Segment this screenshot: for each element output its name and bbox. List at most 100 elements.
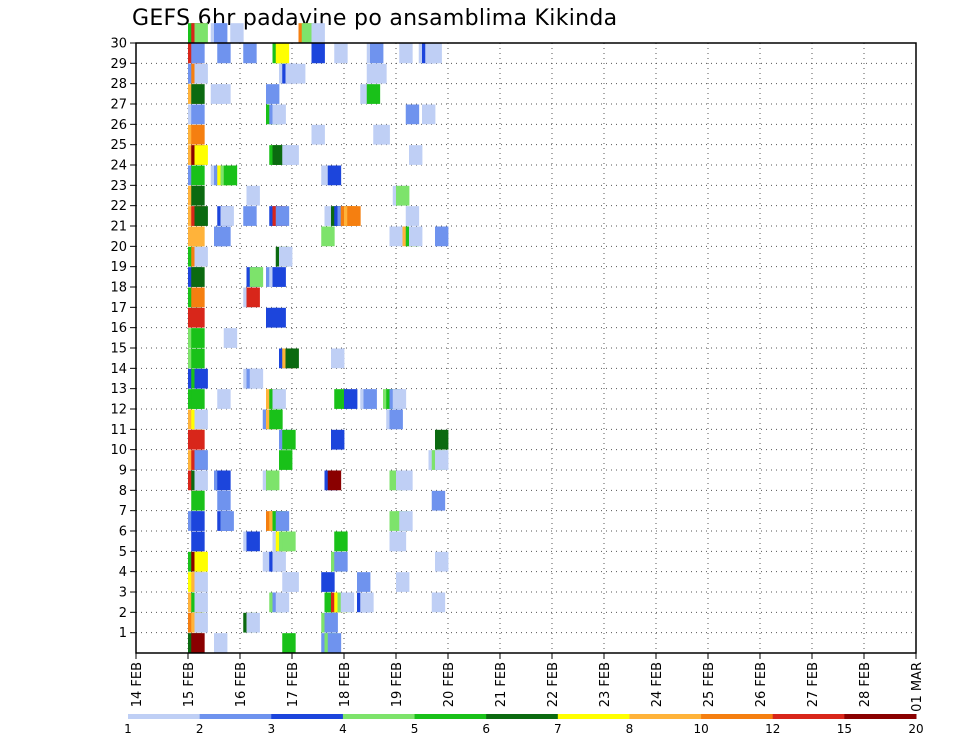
- heatmap-cell: [285, 145, 299, 165]
- y-tick-label: 1: [119, 626, 127, 641]
- heatmap-cell: [272, 104, 286, 125]
- heatmap-cell: [282, 531, 296, 552]
- colorbar-label: 6: [482, 722, 490, 736]
- heatmap-cell: [246, 531, 260, 552]
- heatmap-cell: [191, 307, 205, 328]
- heatmap-cell: [246, 612, 260, 633]
- heatmap-cell: [327, 633, 342, 653]
- heatmap-cell: [194, 206, 208, 226]
- heatmap-cell: [360, 592, 374, 613]
- colorbar-segment: [772, 714, 845, 719]
- heatmap-cell: [334, 551, 348, 572]
- heatmap-cell: [243, 206, 257, 226]
- heatmap-cell: [194, 145, 208, 165]
- y-tick-label: 4: [119, 565, 127, 580]
- heatmap-cell: [217, 43, 231, 64]
- heatmap-cell: [246, 185, 260, 206]
- heatmap-cell: [396, 185, 410, 206]
- heatmap-cell: [191, 84, 205, 104]
- heatmap-cell: [191, 328, 205, 348]
- y-tick-label: 25: [110, 138, 127, 153]
- heatmap-cell: [435, 429, 449, 450]
- colorbar-segment: [557, 714, 630, 719]
- heatmap-cell: [285, 348, 299, 369]
- y-tick-label: 22: [110, 199, 127, 214]
- heatmap-cell: [191, 490, 205, 511]
- heatmap-cell: [275, 592, 290, 613]
- y-tick-label: 17: [110, 301, 127, 316]
- heatmap-cell: [191, 633, 205, 653]
- heatmap-cell: [282, 633, 296, 653]
- colorbar-segment: [629, 714, 702, 719]
- x-tick-label: 23 FEB: [598, 662, 613, 707]
- colorbar-label: 1: [124, 722, 132, 736]
- heatmap-cell: [272, 307, 286, 328]
- heatmap-cell: [327, 470, 342, 491]
- heatmap-cell: [214, 23, 228, 43]
- y-tick-label: 9: [119, 464, 127, 479]
- heatmap-cell: [249, 267, 264, 287]
- x-tick-label: 22 FEB: [546, 662, 561, 707]
- heatmap-cell: [282, 429, 296, 450]
- colorbar-label: 8: [626, 722, 634, 736]
- x-tick-label: 21 FEB: [494, 662, 509, 707]
- x-axis: 14 FEB 15 FEB 16 FEB 17 FEB 18 FEB 19 FEB 20 F…: [130, 653, 925, 712]
- heatmap-cell: [392, 531, 407, 552]
- heatmap-cell: [292, 63, 306, 84]
- heatmap-cell: [435, 551, 449, 572]
- heatmap-cell: [194, 612, 208, 633]
- heatmap-cell: [370, 43, 384, 64]
- grid-lines: [136, 43, 916, 653]
- heatmap-cell: [324, 612, 338, 633]
- x-tick-label: 26 FEB: [754, 662, 769, 707]
- y-tick-label: 16: [110, 321, 127, 336]
- y-tick-label: 12: [110, 403, 127, 418]
- heatmap-cell: [272, 267, 286, 287]
- heatmap-cell: [311, 124, 325, 145]
- heatmap-cell: [363, 389, 377, 409]
- heatmap-cell: [311, 43, 325, 64]
- heatmap-cell: [409, 145, 423, 165]
- y-tick-label: 24: [110, 159, 127, 174]
- heatmap-cell: [230, 23, 244, 43]
- heatmap-cell: [191, 267, 205, 287]
- colorbar-label: 20: [908, 722, 923, 736]
- y-tick-label: 8: [119, 484, 127, 499]
- heatmap-cell: [191, 429, 205, 450]
- heatmap-cell: [422, 104, 436, 125]
- heatmap-cell: [191, 165, 205, 186]
- heatmap-cell: [275, 43, 290, 64]
- colorbar-segment: [701, 714, 774, 719]
- heatmap-cell: [321, 572, 335, 592]
- heatmap-cell: [191, 531, 205, 552]
- colorbar-label: 15: [837, 722, 852, 736]
- x-tick-label: 01 MAR: [910, 662, 925, 712]
- heatmap-cell: [389, 226, 403, 247]
- y-tick-label: 26: [110, 118, 127, 133]
- colorbar-segment: [486, 714, 559, 719]
- heatmap-cell: [194, 592, 208, 613]
- y-tick-label: 2: [119, 606, 127, 621]
- heatmap-cell: [389, 409, 403, 430]
- x-tick-label: 19 FEB: [390, 662, 405, 707]
- heatmap-cell: [194, 551, 208, 572]
- heatmap-cell: [344, 389, 358, 409]
- heatmap-cell: [409, 226, 423, 247]
- heatmap-cell: [428, 43, 442, 64]
- heatmap-cell: [431, 490, 446, 511]
- heatmap-cell: [191, 511, 205, 531]
- y-tick-label: 11: [110, 423, 127, 438]
- y-tick-label: 29: [110, 57, 127, 72]
- heatmap-cell: [399, 470, 413, 491]
- heatmap-cell: [435, 226, 449, 247]
- y-tick-label: 7: [119, 504, 127, 519]
- y-tick-label: 18: [110, 281, 127, 296]
- x-tick-label: 25 FEB: [702, 662, 717, 707]
- colorbar-label: 4: [339, 722, 347, 736]
- heatmap-cell: [223, 328, 238, 348]
- heatmap-cell: [311, 23, 325, 43]
- heatmap-cell: [435, 450, 449, 470]
- heatmap-cell: [220, 206, 234, 226]
- heatmap-cell: [327, 165, 342, 186]
- heatmap-cell: [194, 572, 208, 592]
